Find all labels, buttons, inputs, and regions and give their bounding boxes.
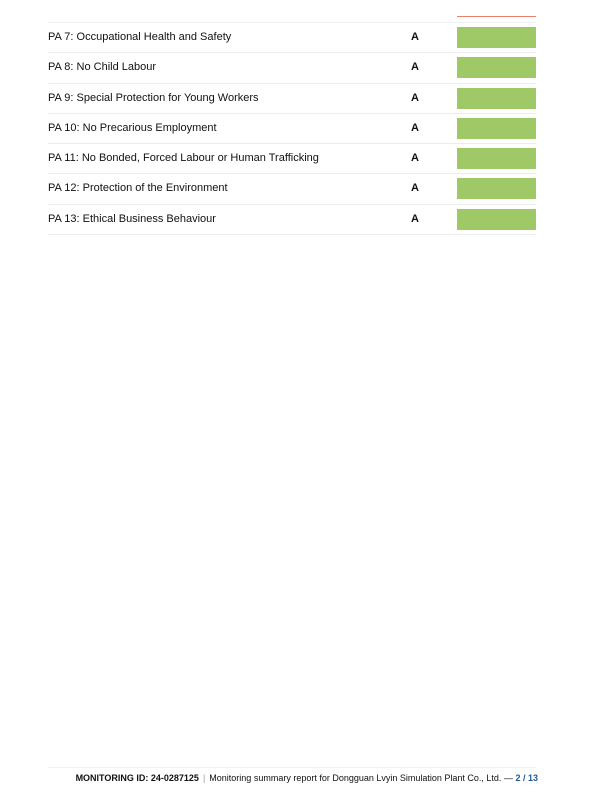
table-row: PA 13: Ethical Business Behaviour A	[48, 205, 536, 236]
page-footer: MONITORING ID: 24-0287125 | Monitoring sum…	[48, 773, 538, 783]
table-row: PA 12: Protection of the Environment A	[48, 174, 536, 205]
previous-row-divider	[457, 16, 536, 17]
grade: A	[411, 61, 419, 74]
grade: A	[411, 121, 419, 134]
footer-divider	[48, 767, 536, 768]
grade-color-indicator	[457, 208, 536, 230]
grade-color-indicator	[457, 178, 536, 200]
grade-color-indicator	[457, 117, 536, 139]
footer-dash: —	[503, 773, 513, 783]
grade: A	[411, 91, 419, 104]
performance-area-label: PA 12: Protection of the Environment	[48, 182, 228, 195]
monitoring-id: MONITORING ID: 24-0287125	[75, 773, 199, 783]
grade: A	[411, 182, 419, 195]
performance-area-label: PA 11: No Bonded, Forced Labour or Human…	[48, 152, 319, 165]
table-row: PA 7: Occupational Health and Safety A	[48, 23, 536, 54]
report-title: Monitoring summary report for Dongguan L…	[209, 773, 502, 783]
performance-area-label: PA 9: Special Protection for Young Worke…	[48, 91, 259, 104]
performance-area-table: PA 7: Occupational Health and Safety A P…	[48, 22, 536, 236]
grade-color-indicator	[457, 87, 536, 109]
page-number: 2 / 13	[515, 773, 538, 783]
table-row: PA 10: No Precarious Employment A	[48, 114, 536, 145]
grade: A	[411, 212, 419, 225]
performance-area-label: PA 10: No Precarious Employment	[48, 121, 217, 134]
footer-separator: |	[202, 773, 206, 783]
grade-color-indicator	[457, 57, 536, 79]
performance-area-label: PA 8: No Child Labour	[48, 61, 157, 74]
table-row: PA 11: No Bonded, Forced Labour or Human…	[48, 144, 536, 175]
grade-color-indicator	[457, 148, 536, 170]
performance-area-label: PA 7: Occupational Health and Safety	[48, 31, 232, 43]
table-row: PA 8: No Child Labour A	[48, 53, 536, 84]
grade-color-indicator	[457, 27, 536, 48]
grade: A	[411, 31, 419, 43]
table-row: PA 9: Special Protection for Young Worke…	[48, 84, 536, 114]
grade: A	[411, 152, 419, 165]
performance-area-label: PA 13: Ethical Business Behaviour	[48, 212, 216, 225]
